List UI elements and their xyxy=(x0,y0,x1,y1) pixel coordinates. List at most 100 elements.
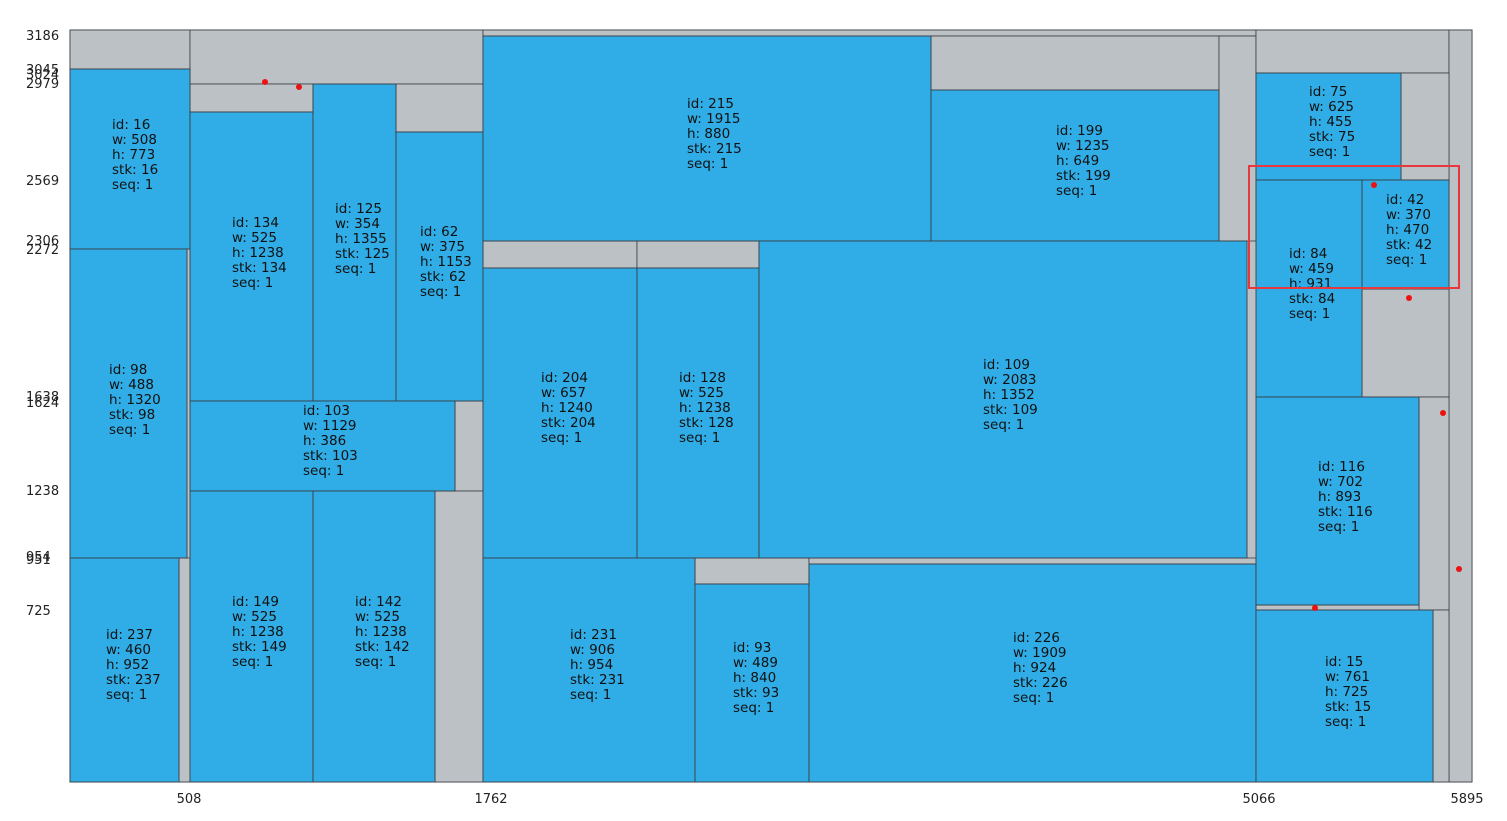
box-204-seq-label: seq: 1 xyxy=(541,430,582,446)
box-237-seq-label: seq: 1 xyxy=(106,687,147,703)
box-109-h-label: h: 1352 xyxy=(983,387,1035,403)
box-62-h-label: h: 1153 xyxy=(420,254,472,270)
free-slot xyxy=(1255,29,1450,74)
box-42-id-label: id: 42 xyxy=(1386,192,1424,208)
box-75-h-label: h: 455 xyxy=(1309,114,1352,130)
placement-marker xyxy=(1440,410,1446,416)
y-axis-label: 1638 xyxy=(26,390,59,405)
free-slot xyxy=(395,83,484,133)
y-axis-label: 2306 xyxy=(26,234,59,249)
box-103-stk-label: stk: 103 xyxy=(303,448,358,464)
placement-marker xyxy=(1406,295,1412,301)
y-axis-label: 1238 xyxy=(26,484,59,499)
free-slot xyxy=(1418,396,1450,611)
placement-marker xyxy=(1312,605,1318,611)
box-109-seq-label: seq: 1 xyxy=(983,417,1024,433)
box-231-h-label: h: 954 xyxy=(570,657,613,673)
placement-marker xyxy=(296,84,302,90)
box-75 xyxy=(1255,72,1402,181)
box-93-id-label: id: 93 xyxy=(733,640,771,656)
box-128-id-label: id: 128 xyxy=(679,370,726,386)
box-16-id-label: id: 16 xyxy=(112,117,150,133)
y-axis-label: 3045 xyxy=(26,63,59,78)
free-slot xyxy=(1400,72,1450,181)
box-237-h-label: h: 952 xyxy=(106,657,149,673)
box-199 xyxy=(930,89,1220,242)
free-slot xyxy=(1255,604,1420,611)
box-116-w-label: w: 702 xyxy=(1318,474,1363,490)
box-199-stk-label: stk: 199 xyxy=(1056,168,1111,184)
free-slot xyxy=(1361,288,1450,398)
box-84-h-label: h: 931 xyxy=(1289,276,1332,292)
box-98-stk-label: stk: 98 xyxy=(109,407,155,423)
box-75-seq-label: seq: 1 xyxy=(1309,144,1350,160)
box-128-h-label: h: 1238 xyxy=(679,400,731,416)
box-93-h-label: h: 840 xyxy=(733,670,776,686)
y-axis-label: 2979 xyxy=(26,77,59,92)
box-93-stk-label: stk: 93 xyxy=(733,685,779,701)
box-128-stk-label: stk: 128 xyxy=(679,415,734,431)
box-116-id-label: id: 116 xyxy=(1318,459,1365,475)
box-231-id-label: id: 231 xyxy=(570,627,617,643)
box-93-seq-label: seq: 1 xyxy=(733,700,774,716)
box-109-stk-label: stk: 109 xyxy=(983,402,1038,418)
box-15 xyxy=(1255,609,1434,783)
box-125-w-label: w: 354 xyxy=(335,216,380,232)
box-149-w-label: w: 525 xyxy=(232,609,277,625)
box-84-seq-label: seq: 1 xyxy=(1289,306,1330,322)
y-axis-label: 954 xyxy=(26,550,51,565)
x-axis-label: 5066 xyxy=(1242,792,1275,807)
box-109-id-label: id: 109 xyxy=(983,357,1030,373)
box-237-id-label: id: 237 xyxy=(106,627,153,643)
free-slot xyxy=(1218,35,1257,242)
box-134 xyxy=(189,111,314,402)
box-125-id-label: id: 125 xyxy=(335,201,382,217)
box-98-w-label: w: 488 xyxy=(109,377,154,393)
box-16-h-label: h: 773 xyxy=(112,147,155,163)
box-134-stk-label: stk: 134 xyxy=(232,260,287,276)
box-215-seq-label: seq: 1 xyxy=(687,156,728,172)
free-slot xyxy=(482,240,638,269)
box-75-id-label: id: 75 xyxy=(1309,84,1347,100)
box-125 xyxy=(312,83,397,402)
box-62-stk-label: stk: 62 xyxy=(420,269,466,285)
free-slot xyxy=(189,29,484,85)
box-98-h-label: h: 1320 xyxy=(109,392,161,408)
box-149-seq-label: seq: 1 xyxy=(232,654,273,670)
box-98-id-label: id: 98 xyxy=(109,362,147,378)
box-199-id-label: id: 199 xyxy=(1056,123,1103,139)
box-142 xyxy=(312,490,436,783)
box-125-h-label: h: 1355 xyxy=(335,231,387,247)
free-slot xyxy=(1448,29,1473,783)
box-134-w-label: w: 525 xyxy=(232,230,277,246)
box-237 xyxy=(69,557,180,783)
box-103-h-label: h: 386 xyxy=(303,433,346,449)
box-215-id-label: id: 215 xyxy=(687,96,734,112)
box-16-stk-label: stk: 16 xyxy=(112,162,158,178)
free-slot xyxy=(434,490,484,783)
box-42 xyxy=(1361,179,1450,290)
box-231-stk-label: stk: 231 xyxy=(570,672,625,688)
box-15-id-label: id: 15 xyxy=(1325,654,1363,670)
box-134-seq-label: seq: 1 xyxy=(232,275,273,291)
x-axis-label: 5895 xyxy=(1450,792,1483,807)
free-slot xyxy=(694,557,810,585)
box-42-w-label: w: 370 xyxy=(1386,207,1431,223)
box-149-id-label: id: 149 xyxy=(232,594,279,610)
box-16-seq-label: seq: 1 xyxy=(112,177,153,193)
box-226-stk-label: stk: 226 xyxy=(1013,675,1068,691)
box-215-h-label: h: 880 xyxy=(687,126,730,142)
placement-marker xyxy=(1371,182,1377,188)
box-231-seq-label: seq: 1 xyxy=(570,687,611,703)
highlight-frame xyxy=(1248,165,1460,289)
box-199-h-label: h: 649 xyxy=(1056,153,1099,169)
box-42-seq-label: seq: 1 xyxy=(1386,252,1427,268)
box-15-h-label: h: 725 xyxy=(1325,684,1368,700)
placement-marker xyxy=(1456,566,1462,572)
box-103 xyxy=(189,400,456,492)
box-215-w-label: w: 1915 xyxy=(687,111,741,127)
free-slot xyxy=(178,557,191,783)
box-93-w-label: w: 489 xyxy=(733,655,778,671)
y-axis-label: 1624 xyxy=(26,396,59,411)
box-109-w-label: w: 2083 xyxy=(983,372,1037,388)
